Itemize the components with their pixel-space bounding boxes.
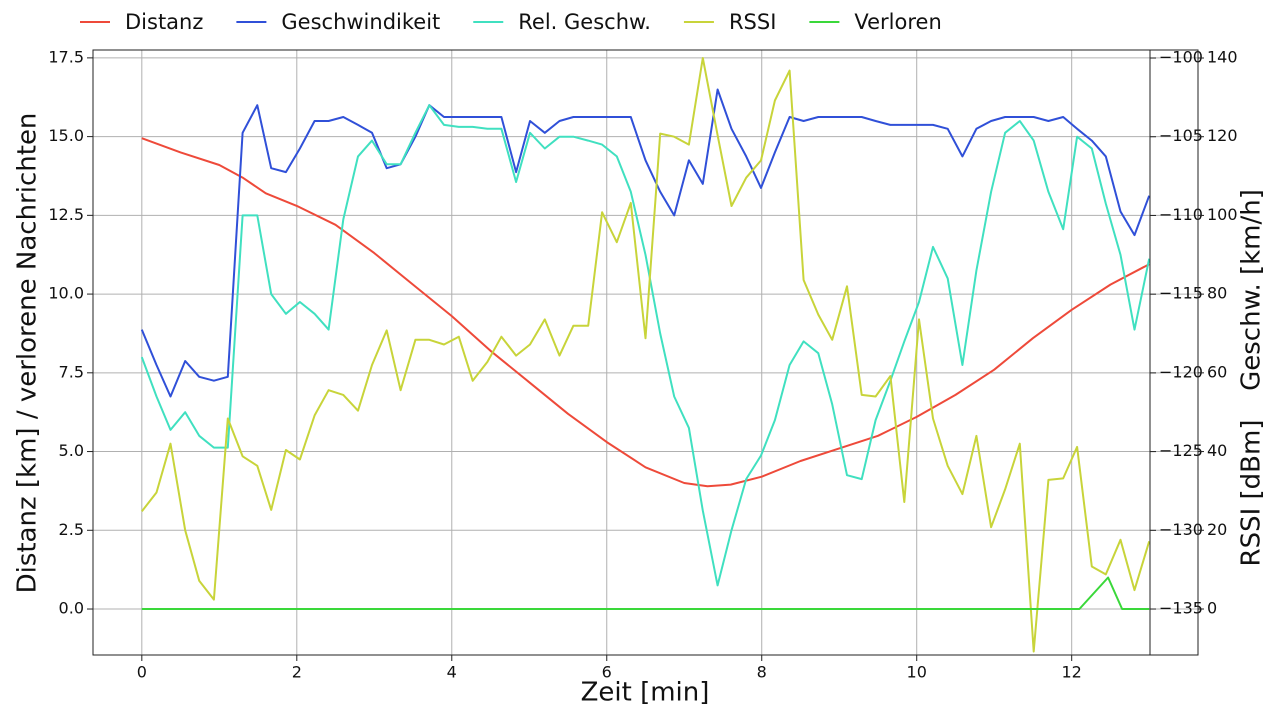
legend-label: Verloren — [854, 10, 941, 34]
y2-tick-label: −130 — [1159, 520, 1203, 539]
y3-tick-label: 120 — [1207, 126, 1238, 145]
y2-tick-label: −110 — [1159, 205, 1203, 224]
y-tick-label: 15.0 — [48, 126, 84, 145]
y-axis-label: Distanz [km] / verlorene Nachrichten — [13, 113, 43, 594]
y2-axis-label: RSSI [dBm] — [1237, 420, 1267, 567]
y3-tick-label: 100 — [1207, 205, 1238, 224]
y3-tick-label: 80 — [1207, 284, 1227, 303]
y2-tick-label: −120 — [1159, 362, 1203, 381]
y2-tick-label: −135 — [1159, 599, 1203, 618]
y2-tick-label: −105 — [1159, 126, 1203, 145]
series-line — [140, 104, 1151, 587]
x-tick-label: 4 — [447, 663, 457, 682]
y2-tick-label: −115 — [1159, 284, 1203, 303]
y-tick-label: 7.5 — [59, 362, 84, 381]
y3-tick-label: 140 — [1207, 47, 1238, 66]
y2-tick-label: −100 — [1159, 48, 1203, 67]
x-tick-label: 10 — [907, 663, 927, 682]
y-tick-label: 10.0 — [48, 284, 84, 303]
x-tick-label: 2 — [292, 663, 302, 682]
y3-axis-label: Geschw. [km/h] — [1237, 189, 1267, 391]
x-tick-label: 12 — [1062, 663, 1082, 682]
y2-tick-label: −125 — [1159, 441, 1203, 460]
series-line — [141, 57, 1151, 653]
series-line — [141, 137, 1150, 488]
x-axis-label: Zeit [min] — [581, 678, 710, 708]
x-tick-label: 8 — [757, 663, 767, 682]
y3-tick-label: 60 — [1207, 362, 1227, 381]
y3-tick-label: 0 — [1207, 598, 1217, 617]
legend-label: Rel. Geschw. — [518, 10, 651, 34]
plot-frame — [92, 49, 1199, 656]
y-tick-label: 5.0 — [59, 441, 84, 460]
y3-tick-label: 40 — [1207, 441, 1227, 460]
y-tick-label: 2.5 — [59, 520, 84, 539]
y-tick-label: 17.5 — [48, 47, 84, 66]
x-tick-label: 6 — [602, 663, 612, 682]
series-line — [140, 88, 1151, 398]
x-tick-label: 0 — [137, 663, 147, 682]
legend-label: RSSI — [729, 10, 776, 34]
legend-label: Geschwindikeit — [281, 10, 440, 34]
series-line — [141, 576, 1150, 610]
legend-label: Distanz — [125, 10, 203, 34]
y3-tick-label: 20 — [1207, 520, 1227, 539]
y-tick-label: 0.0 — [59, 599, 84, 618]
y-tick-label: 12.5 — [48, 205, 84, 224]
